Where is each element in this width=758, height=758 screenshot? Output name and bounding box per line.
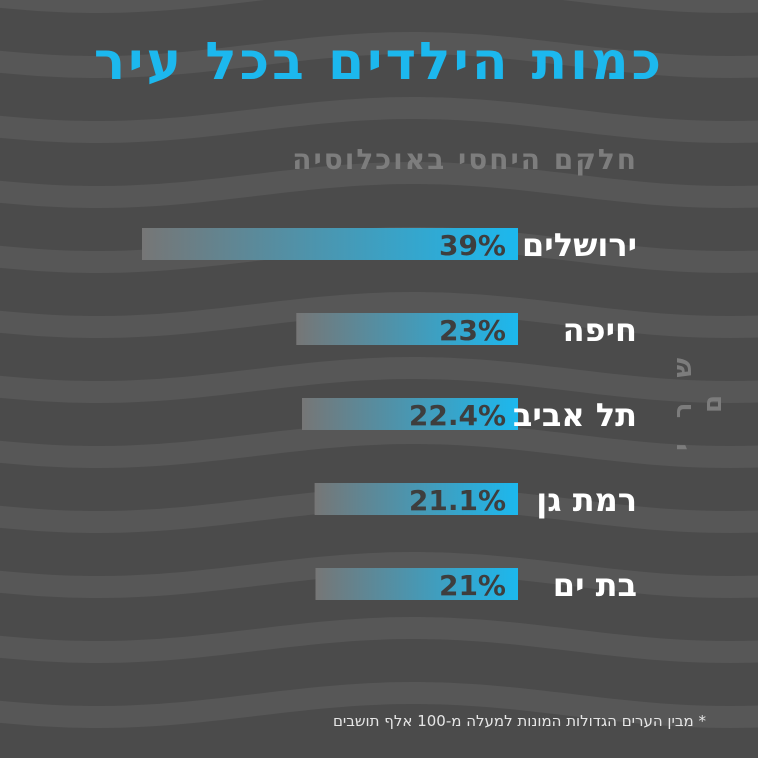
wave-stripe <box>0 32 758 79</box>
city-label: תל אביב <box>513 396 637 434</box>
city-label: ירושלים <box>522 226 637 264</box>
wave-stripe <box>0 97 758 144</box>
chart-subtitle: חלקם היחסי באוכלוסיה <box>292 143 638 176</box>
bar-value-label: 21% <box>439 569 506 602</box>
wave-stripe <box>0 617 758 664</box>
bar <box>302 398 518 430</box>
wave-stripe <box>0 292 758 339</box>
footnote: * מבין הערים הגדולות המונות למעלה מ-100 … <box>332 712 706 730</box>
bar <box>315 568 518 600</box>
bar <box>314 483 518 515</box>
city-label: רמת גן <box>536 481 637 519</box>
bar-value-label: 22.4% <box>409 399 506 432</box>
wave-stripe <box>0 162 758 209</box>
bar <box>296 313 518 345</box>
city-label: חיפה <box>563 311 637 349</box>
city-label: בת ים <box>553 566 637 604</box>
wave-stripe <box>0 422 758 469</box>
wave-stripe <box>0 552 758 599</box>
bar-value-label: 23% <box>439 314 506 347</box>
wave-stripe <box>0 357 758 404</box>
wave-stripe <box>0 682 758 729</box>
bar-value-label: 39% <box>439 229 506 262</box>
wave-stripe <box>0 0 758 14</box>
side-label: ש ר י ם <box>668 349 728 451</box>
chart-title: כמות הילדים בכל עיר <box>93 32 665 92</box>
bar-value-label: 21.1% <box>409 484 506 517</box>
bar <box>142 228 518 260</box>
